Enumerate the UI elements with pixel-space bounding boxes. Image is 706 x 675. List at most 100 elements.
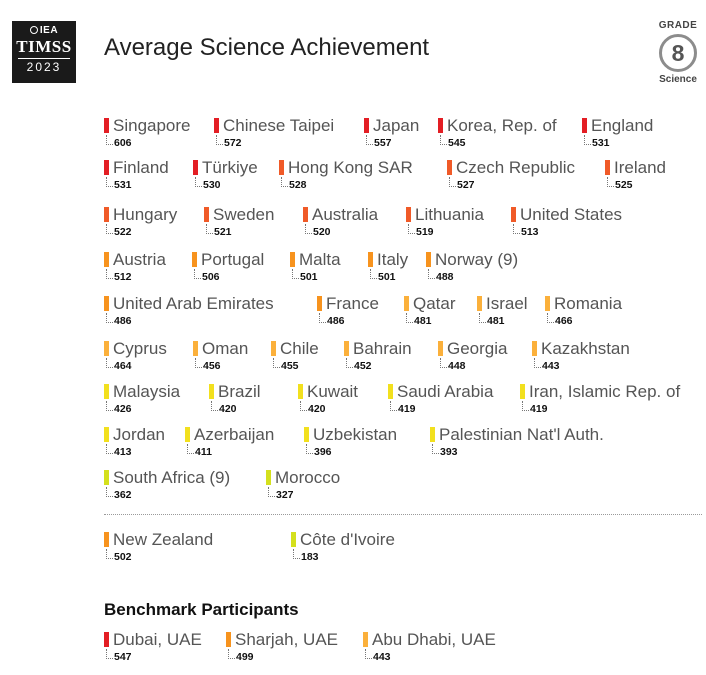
score-value: 520 (313, 226, 331, 238)
score-color-marker (511, 207, 516, 222)
country-name: Palestinian Nat'l Auth. (439, 425, 604, 444)
iea-timss-logo: IEA TIMSS 2023 (12, 21, 76, 83)
country-name: Cyprus (113, 339, 167, 358)
score-leader-line (106, 649, 113, 659)
country-name: Türkiye (202, 158, 258, 177)
country-name: United Arab Emirates (113, 294, 274, 313)
country-name: Hungary (113, 205, 178, 224)
score-value: 413 (114, 446, 132, 458)
score-leader-line (206, 224, 213, 234)
score-leader-line (449, 177, 456, 187)
score-value: 448 (448, 360, 466, 372)
score-leader-line (584, 135, 591, 145)
score-leader-line (406, 313, 413, 323)
country-name: France (326, 294, 379, 313)
country-name: United States (520, 205, 623, 224)
score-leader-line (268, 487, 275, 497)
score-value: 419 (398, 403, 416, 415)
country-name: Iran, Islamic Rep. of (529, 382, 681, 401)
score-value: 531 (592, 137, 610, 149)
score-color-marker (214, 118, 219, 133)
score-leader-line (534, 358, 541, 368)
score-color-marker (226, 632, 231, 647)
country-name: Brazil (218, 382, 261, 401)
score-leader-line (607, 177, 614, 187)
country-name: Norway (9) (435, 250, 519, 269)
score-leader-line (106, 549, 113, 559)
country-name: Abu Dhabi, UAE (372, 630, 496, 649)
score-color-marker (298, 384, 303, 399)
score-color-marker (104, 632, 109, 647)
score-color-marker (426, 252, 431, 267)
score-leader-line (106, 224, 113, 234)
score-leader-line (306, 444, 313, 454)
score-value: 557 (374, 137, 392, 149)
score-value: 501 (378, 271, 396, 283)
country-name: Uzbekistan (313, 425, 398, 444)
country-name: Israel (486, 294, 528, 313)
score-color-marker (104, 207, 109, 222)
country-name: Finland (113, 158, 169, 177)
score-leader-line (305, 224, 312, 234)
score-color-marker (582, 118, 587, 133)
score-value: 183 (301, 551, 319, 563)
score-color-marker (317, 296, 322, 311)
score-color-marker (193, 341, 198, 356)
score-value: 486 (114, 315, 132, 327)
score-color-marker (304, 427, 309, 442)
score-leader-line (440, 135, 447, 145)
score-value: 362 (114, 489, 132, 501)
country-name: Portugal (201, 250, 265, 269)
score-leader-line (106, 444, 113, 454)
score-color-marker (404, 296, 409, 311)
score-color-marker (430, 427, 435, 442)
country-name: Morocco (275, 468, 341, 487)
score-color-marker (104, 296, 109, 311)
score-value: 327 (276, 489, 294, 501)
country-name: Qatar (413, 294, 456, 313)
score-value: 396 (314, 446, 332, 458)
score-leader-line (273, 358, 280, 368)
score-leader-line (366, 135, 373, 145)
country-name: Lithuania (415, 205, 485, 224)
score-value: 443 (542, 360, 560, 372)
score-color-marker (388, 384, 393, 399)
score-color-marker (406, 207, 411, 222)
section-divider (104, 514, 702, 515)
score-color-marker (291, 532, 296, 547)
score-color-marker (303, 207, 308, 222)
score-color-marker (477, 296, 482, 311)
country-name: Austria (113, 250, 166, 269)
score-value: 545 (448, 137, 466, 149)
benchmark-heading: Benchmark Participants (104, 600, 299, 619)
country-name: Kazakhstan (541, 339, 630, 358)
score-leader-line (293, 549, 300, 559)
score-color-marker (204, 207, 209, 222)
score-value: 456 (203, 360, 221, 372)
score-value: 455 (281, 360, 299, 372)
score-color-marker (438, 341, 443, 356)
score-value: 506 (202, 271, 220, 283)
country-name: England (591, 116, 654, 135)
country-name: Malta (299, 250, 341, 269)
country-name: Romania (554, 294, 623, 313)
country-name: South Africa (9) (113, 468, 231, 487)
score-leader-line (195, 358, 202, 368)
score-color-marker (532, 341, 537, 356)
score-value: 528 (289, 179, 307, 191)
score-leader-line (106, 358, 113, 368)
score-leader-line (319, 313, 326, 323)
score-color-marker (368, 252, 373, 267)
country-name: Bahrain (353, 339, 412, 358)
score-color-marker (364, 118, 369, 133)
score-color-marker (104, 427, 109, 442)
logo-rule (18, 58, 70, 59)
score-value: 443 (373, 651, 391, 663)
grade-badge: GRADE 8 Science (648, 20, 706, 85)
score-color-marker (279, 160, 284, 175)
score-leader-line (292, 269, 299, 279)
score-color-marker (605, 160, 610, 175)
country-name: Chile (280, 339, 319, 358)
subject-label: Science (659, 74, 697, 85)
country-name: Saudi Arabia (397, 382, 494, 401)
